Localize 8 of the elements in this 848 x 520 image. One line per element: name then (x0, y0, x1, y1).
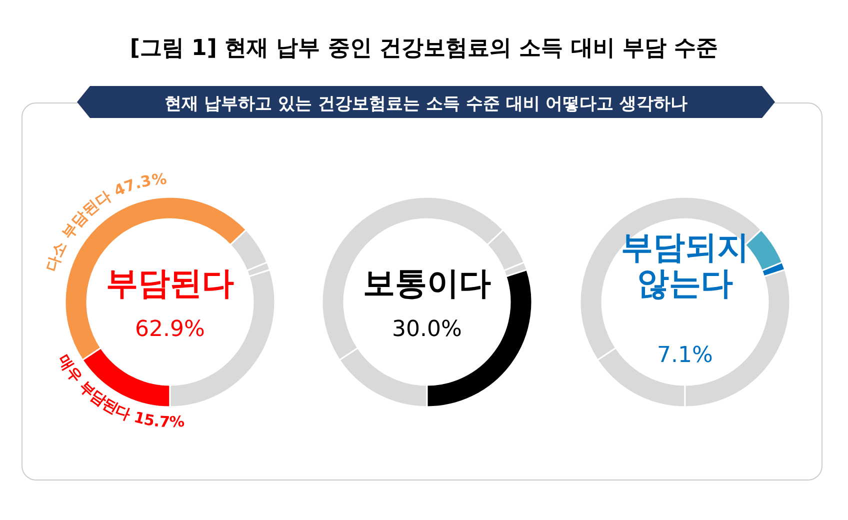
text: 7.1% (657, 343, 713, 368)
text: [그림 1] 현재 납부 중인 건강보험료의 소득 대비 부담 수준 (130, 36, 718, 61)
text: 부담된다 (106, 264, 234, 302)
text: 현재 납부하고 있는 건강보험료는 소득 수준 대비 어떻다고 생각하나 (164, 94, 688, 114)
text: 30.0% (392, 317, 462, 342)
text: 부담되지 않는다 (621, 228, 749, 302)
text: 62.9% (135, 317, 205, 342)
text: 보통이다 (363, 264, 491, 302)
